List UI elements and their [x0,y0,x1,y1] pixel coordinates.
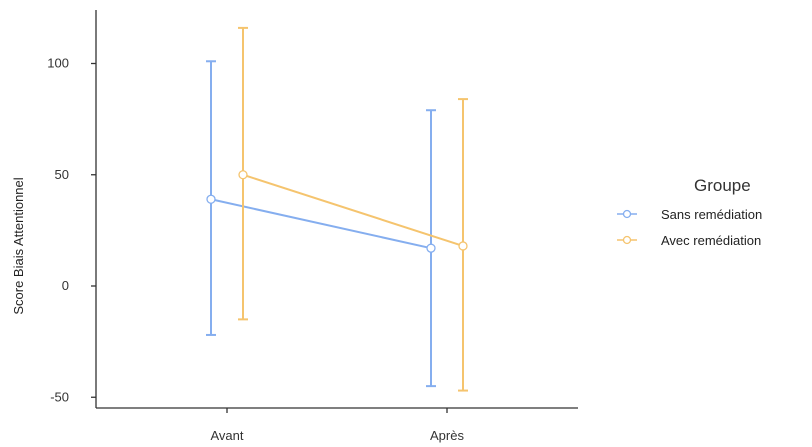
series-1 [206,60,436,388]
x-ticks: Avant Après [210,408,464,443]
data-point [206,194,216,204]
y-axis-title: Score Biais Attentionnel [11,177,26,314]
x-tick-label: Après [430,428,464,443]
data-point [238,170,248,180]
legend-key-point [622,209,632,219]
data-point [458,241,468,251]
data-point [426,243,436,253]
x-tick-label: Avant [210,428,243,443]
y-ticks: 100 50 0 -50 [47,56,96,404]
legend-item: Sans remédiation [617,207,762,222]
series-line [210,198,432,250]
series-line [242,173,464,247]
axes [95,10,578,409]
y-tick-label: 0 [62,278,69,293]
series-layer [206,26,468,392]
legend-item: Avec remédiation [617,233,761,248]
legend: Groupe Sans remédiation Avec remédiation [617,176,762,248]
y-tick-label: -50 [50,389,69,404]
series-2 [238,26,468,392]
legend-key-point [622,235,632,245]
y-tick-label: 100 [47,56,69,71]
y-tick-label: 50 [55,167,69,182]
legend-label: Avec remédiation [661,233,761,248]
legend-label: Sans remédiation [661,207,762,222]
legend-title: Groupe [694,176,751,195]
